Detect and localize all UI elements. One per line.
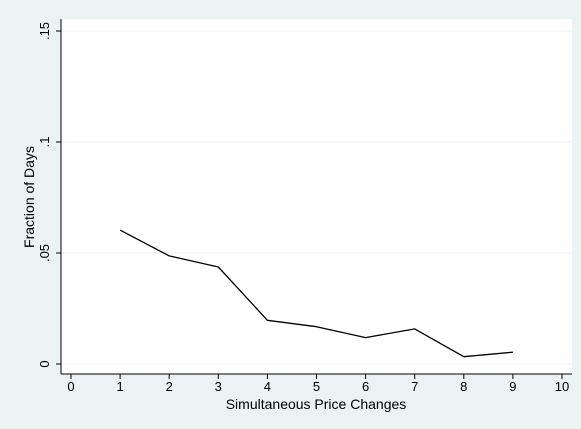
tick-marks: [56, 30, 563, 379]
x-tick-label: 2: [166, 379, 173, 394]
tick-labels: 0 1 2 3 4 5 6 7 8 9 10 0 .05 .1 .15: [37, 22, 569, 394]
x-tick-label: 10: [555, 379, 569, 394]
x-tick-label: 1: [116, 379, 123, 394]
x-tick-label: 8: [460, 379, 467, 394]
series-line: [119, 229, 513, 358]
y-tick-label: 0: [37, 360, 52, 367]
x-tick-label: 4: [264, 379, 271, 394]
y-axis-label: Fraction of Days: [21, 146, 37, 248]
x-tick-label: 3: [215, 379, 222, 394]
x-tick-label: 7: [411, 379, 418, 394]
x-axis-label: Simultaneous Price Changes: [226, 396, 407, 412]
x-tick-label: 5: [313, 379, 320, 394]
x-tick-label: 9: [509, 379, 516, 394]
gridlines: [61, 30, 572, 365]
series: [119, 229, 513, 358]
plot-area: [61, 19, 572, 374]
x-tick-label: 6: [362, 379, 369, 394]
y-tick-label: .1: [37, 137, 52, 148]
y-tick-label: .15: [37, 22, 52, 40]
y-tick-label: .05: [37, 244, 52, 262]
x-tick-label: 0: [67, 379, 74, 394]
